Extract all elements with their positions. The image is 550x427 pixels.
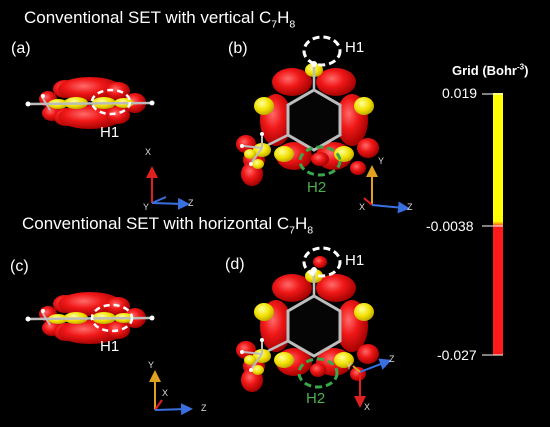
- panel-d-h1-marker: [302, 246, 342, 278]
- panel-d-h2-core: [310, 363, 326, 377]
- panel-label-c: (c): [10, 258, 29, 275]
- panel-c-molecule: [24, 290, 156, 346]
- panel-label-b: (b): [228, 40, 248, 57]
- panel-c-axes: [149, 370, 193, 416]
- panel-c-axis-y: Y: [148, 360, 155, 370]
- panel-b-h2-label: H2: [307, 179, 327, 196]
- panel-b-axis-x: X: [359, 202, 366, 212]
- panel-b-molecule: [234, 59, 381, 188]
- panel-b-h1-marker: [302, 35, 342, 67]
- colorbar-mid-label: -0.0038: [426, 218, 474, 234]
- colorbar-min-label: -0.027: [437, 347, 477, 363]
- panel-a-h1-marker: [90, 88, 132, 116]
- colorbar-title: Grid (Bohr-3): [452, 62, 529, 78]
- panel-b-axis-y: Y: [378, 156, 385, 166]
- panel-d-h1-label: H1: [345, 252, 365, 269]
- panel-a-molecule: [24, 75, 156, 131]
- panel-d-h2-marker: [297, 357, 339, 389]
- panel-label-d: (d): [225, 256, 245, 273]
- panel-b-axes: [363, 165, 410, 214]
- panel-d-h2-label: H2: [306, 390, 326, 407]
- colorbar-max-label: 0.019: [442, 85, 478, 101]
- panel-d-axes: [352, 358, 392, 408]
- panel-d-axis-y: Y: [346, 361, 353, 371]
- panel-a-axis-x: X: [145, 147, 152, 157]
- panel-b-h2-core: [311, 152, 329, 166]
- panel-d-axis-x: X: [364, 402, 371, 412]
- panel-b-axis-z: Z: [407, 202, 413, 212]
- colorbar-gradient: [493, 93, 503, 355]
- panel-d-h1-core: [313, 256, 327, 268]
- heading-horizontal: Conventional SET with horizontal C7H8: [22, 214, 314, 237]
- heading-vertical: Conventional SET with vertical C7H8: [24, 8, 296, 31]
- panel-b-h1-label: H1: [345, 39, 365, 56]
- panel-d-axis-z: Z: [389, 354, 395, 364]
- panel-a-h1-label: H1: [100, 124, 120, 141]
- panel-c-axis-x: X: [162, 388, 169, 398]
- panel-b-h2-marker: [298, 145, 342, 177]
- panel-d-molecule: [234, 265, 381, 394]
- panel-a-axis-y: Y: [143, 202, 150, 212]
- panel-label-a: (a): [11, 40, 31, 57]
- panel-c-h1-marker: [90, 303, 134, 333]
- panel-a-axis-z: Z: [188, 198, 194, 208]
- panel-c-axis-z: Z: [201, 403, 207, 413]
- panel-a-axes: [146, 166, 190, 210]
- panel-c-h1-label: H1: [100, 338, 120, 355]
